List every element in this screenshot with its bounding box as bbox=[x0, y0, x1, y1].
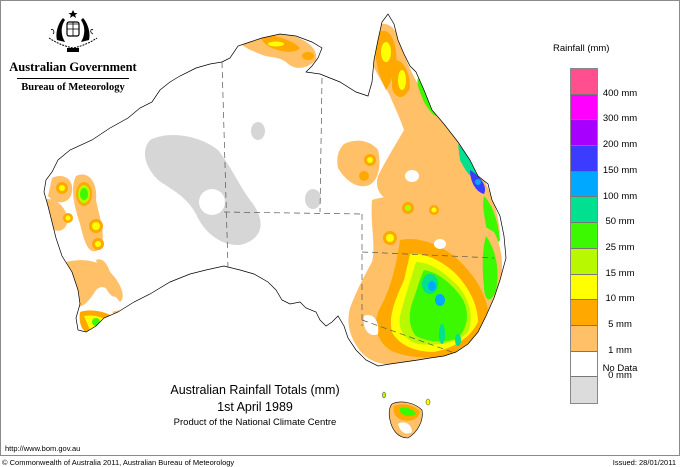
legend-label: 100 mm bbox=[602, 190, 638, 202]
legend-swatch bbox=[571, 223, 597, 249]
map-titles: Australian Rainfall Totals (mm) 1st Apri… bbox=[120, 383, 390, 428]
legend-label: 50 mm bbox=[605, 216, 635, 228]
legend-color-bar bbox=[570, 68, 598, 404]
legend-label: 200 mm bbox=[602, 139, 638, 151]
legend-label: 15 mm bbox=[605, 267, 635, 279]
legend-swatch bbox=[571, 248, 597, 275]
legend-label: 0 mm bbox=[608, 370, 632, 382]
divider bbox=[17, 78, 129, 79]
coat-of-arms-icon bbox=[48, 10, 98, 52]
legend-swatch bbox=[571, 274, 597, 301]
rainfall-contours bbox=[44, 23, 503, 365]
legend-label: 300 mm bbox=[602, 113, 638, 125]
legend-swatch bbox=[571, 69, 597, 95]
legend-swatch bbox=[571, 197, 597, 224]
legend-swatch bbox=[571, 120, 597, 147]
product-credit: Product of the National Climate Centre bbox=[173, 417, 337, 428]
map-title: Australian Rainfall Totals (mm) bbox=[170, 383, 340, 397]
tasmania bbox=[382, 391, 431, 439]
bureau-name: Bureau of Meteorology bbox=[21, 82, 125, 93]
legend-swatch bbox=[571, 171, 597, 198]
map-date: 1st April 1989 bbox=[217, 400, 293, 414]
legend-label: 5 mm bbox=[608, 319, 632, 330]
legend-label: No Data bbox=[602, 362, 638, 374]
legend-swatch bbox=[571, 300, 597, 326]
legend-label: 25 mm bbox=[605, 241, 635, 253]
government-logo: Australian Government Bureau of Meteorol… bbox=[8, 8, 138, 98]
issued-date: Issued: 28/01/2011 bbox=[612, 458, 676, 467]
legend-swatch bbox=[571, 377, 597, 403]
legend-swatch bbox=[571, 351, 597, 378]
legend-label: 150 mm bbox=[602, 164, 638, 176]
copyright-notice: © Commonwealth of Australia 2011, Austra… bbox=[2, 458, 235, 467]
legend-label: 400 mm bbox=[602, 87, 638, 99]
legend-swatch bbox=[571, 325, 597, 352]
government-name: Australian Government bbox=[9, 60, 137, 74]
legend-label: 10 mm bbox=[605, 293, 635, 305]
legend-swatch bbox=[571, 146, 597, 172]
legend-label: 1 mm bbox=[608, 344, 632, 356]
state-borders bbox=[221, 61, 495, 353]
website-link[interactable]: http://www.bom.gov.au bbox=[5, 444, 81, 453]
legend-title: Rainfall (mm) bbox=[553, 43, 610, 54]
legend-swatch bbox=[571, 94, 597, 121]
rainfall-map bbox=[43, 13, 507, 439]
